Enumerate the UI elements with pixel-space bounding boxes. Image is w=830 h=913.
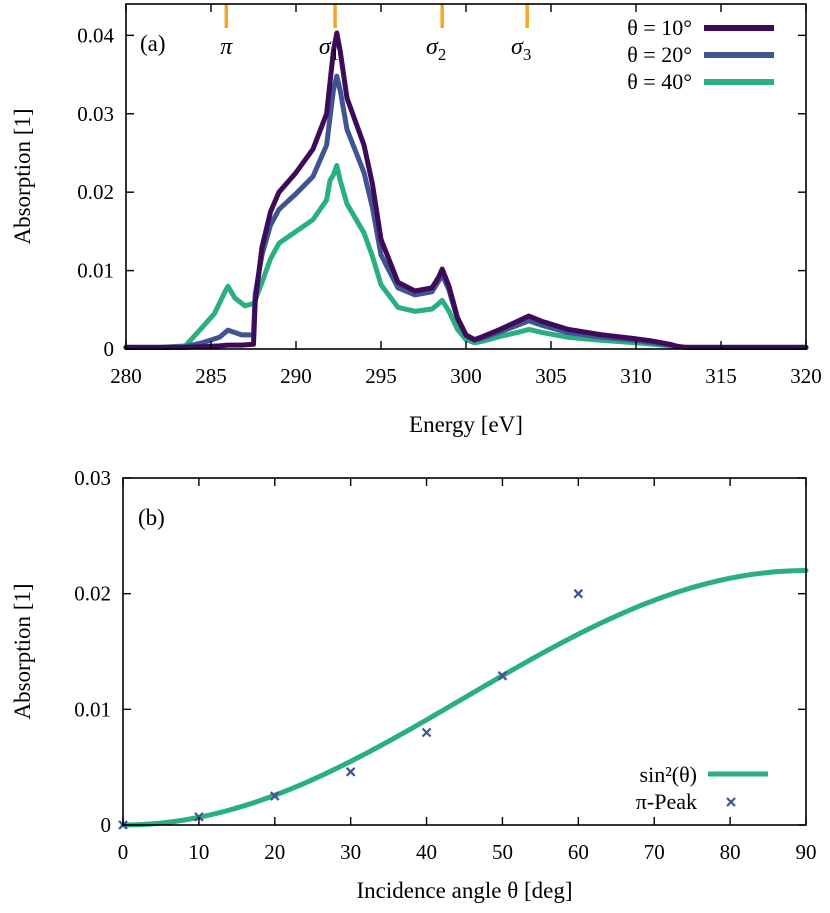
y-tick-label: 0.02 <box>77 180 114 204</box>
panel-a-frame <box>125 3 807 350</box>
y-tick-label: 0.02 <box>74 582 111 606</box>
x-tick-label: 30 <box>340 840 361 864</box>
peak-marker-label: σ2 <box>426 34 446 64</box>
pi-peak-point <box>269 791 280 801</box>
y-tick-label: 0.03 <box>77 102 114 126</box>
y-tick-label: 0.01 <box>77 259 114 283</box>
legend-label-points: π-Peak <box>636 789 697 814</box>
x-tick-label: 20 <box>264 840 285 864</box>
peak-marker-label: σ3 <box>511 34 531 64</box>
y-tick-label: 0.04 <box>77 23 114 47</box>
panel-b-x-axis-label: Incidence angle θ [deg] <box>357 878 573 903</box>
x-tick-label: 285 <box>195 364 227 388</box>
legend-label: θ = 40° <box>627 69 692 94</box>
fit-curve <box>120 568 809 828</box>
x-tick-label: 295 <box>365 364 397 388</box>
y-tick-label: 0 <box>101 813 112 837</box>
x-tick-label: 70 <box>644 840 665 864</box>
x-tick-label: 80 <box>720 840 741 864</box>
panel-b: 0 10 20 30 40 50 60 70 80 90 0 0.01 0.02 0.03 (b) Inc… <box>10 466 817 903</box>
panel-a-ticks: 280 285 290 295 300 305 310 315 320 0 0.01 0.02 0.03… <box>77 4 822 388</box>
panel-b-y-axis-label: Absorption [1] <box>10 583 35 719</box>
legend-label: θ = 10° <box>627 15 692 40</box>
legend-label: θ = 20° <box>627 42 692 67</box>
y-tick-label: 0.03 <box>74 466 111 490</box>
panel-a-legend: θ = 10°θ = 20°θ = 40° <box>627 15 774 94</box>
panel-b-frame <box>122 477 807 826</box>
pi-peak-point <box>497 671 508 681</box>
y-tick-label: 0 <box>104 337 115 361</box>
x-tick-label: 10 <box>188 840 209 864</box>
x-tick-label: 310 <box>620 364 652 388</box>
x-tick-label: 50 <box>492 840 513 864</box>
series-line-0 <box>123 30 809 350</box>
x-tick-label: 290 <box>280 364 312 388</box>
series-line-1 <box>123 73 809 350</box>
x-tick-label: 280 <box>110 364 142 388</box>
panel-a-series-lines <box>123 30 809 350</box>
x-tick-label: 315 <box>705 364 737 388</box>
x-tick-label: 40 <box>416 840 437 864</box>
panel-a-y-axis-label: Absorption [1] <box>10 108 35 244</box>
x-tick-label: 305 <box>535 364 567 388</box>
pi-peak-point <box>421 727 432 738</box>
pi-peak-point <box>573 588 584 599</box>
series-line-2 <box>123 163 809 350</box>
panel-b-tag: (b) <box>138 505 165 530</box>
panel-b-plot <box>118 568 809 830</box>
x-tick-label: 320 <box>790 364 822 388</box>
pi-peak-point <box>345 767 356 777</box>
legend-swatch-points <box>726 797 736 807</box>
y-tick-label: 0.01 <box>74 697 111 721</box>
pi-peak-point <box>194 812 204 822</box>
peak-marker-label: π <box>220 34 233 60</box>
panel-a: 280 285 290 295 300 305 310 315 320 0 0.01 0.02 0.03… <box>10 3 822 437</box>
panel-a-x-axis-label: Energy [eV] <box>409 412 523 437</box>
panel-b-legend: sin²(θ)π-Peak <box>636 762 768 814</box>
x-tick-label: 300 <box>450 364 482 388</box>
legend-label-fit: sin²(θ) <box>640 762 697 787</box>
x-tick-label: 90 <box>796 840 817 864</box>
panel-a-tag: (a) <box>140 31 166 56</box>
x-tick-label: 60 <box>568 840 589 864</box>
x-tick-label: 0 <box>118 840 129 864</box>
panel-b-ticks: 0 10 20 30 40 50 60 70 80 90 0 0.01 0.02 0.03 <box>74 466 816 864</box>
